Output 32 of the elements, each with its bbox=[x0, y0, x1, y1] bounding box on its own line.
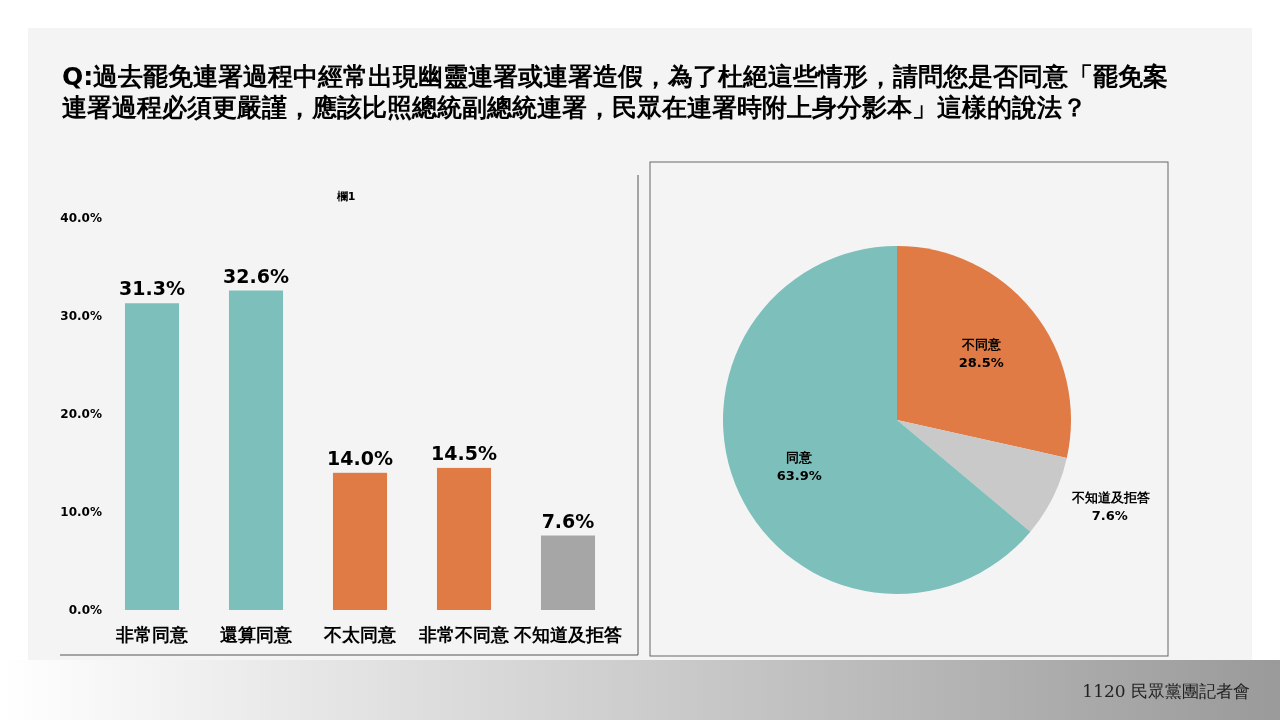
y-tick-label: 30.0% bbox=[60, 309, 102, 323]
data-label: 7.6% bbox=[541, 509, 595, 532]
text: 1120 民眾黨團記者會 bbox=[1082, 680, 1250, 703]
data-label: 7.6% bbox=[1091, 508, 1128, 524]
chart-title: Q:過去罷免連署過程中經常出現幽靈連署或連署造假，為了杜絕這些情形，請問您是否同意「罷免案連署過程必須更嚴謹，應該比照總統副總統連署，民眾在連署時附上身分影本」這樣的說法？ bbox=[62, 62, 1170, 123]
x-tick-label: 不知道及拒答 bbox=[513, 624, 622, 645]
y-tick-label: 40.0% bbox=[60, 211, 102, 225]
data-label: 14.0% bbox=[327, 446, 393, 469]
y-tick-label: 10.0% bbox=[60, 505, 102, 519]
slice-label: 同意 bbox=[786, 449, 814, 465]
x-tick-label: 非常不同意 bbox=[418, 624, 510, 645]
y-tick-label: 20.0% bbox=[60, 407, 102, 421]
data-label: 32.6% bbox=[223, 264, 289, 287]
bar bbox=[124, 303, 180, 610]
data-label: 63.9% bbox=[776, 467, 822, 483]
bar bbox=[332, 472, 388, 610]
y-tick-label: 0.0% bbox=[68, 603, 102, 617]
pie-slice bbox=[897, 246, 1071, 458]
chart-subtitle: 欄1 bbox=[335, 190, 356, 203]
data-label: 28.5% bbox=[958, 354, 1004, 370]
data-label: 14.5% bbox=[431, 441, 497, 464]
pie-slice bbox=[723, 246, 1031, 594]
data-label: 31.3% bbox=[119, 277, 185, 300]
x-tick-label: 還算同意 bbox=[220, 624, 293, 645]
bar bbox=[228, 290, 284, 610]
bar bbox=[436, 467, 492, 610]
x-tick-label: 非常同意 bbox=[115, 624, 189, 645]
slice-label: 不知道及拒答 bbox=[1070, 490, 1150, 506]
x-tick-label: 不太同意 bbox=[323, 624, 397, 645]
bar bbox=[540, 535, 596, 610]
slice-label: 不同意 bbox=[960, 336, 1002, 352]
pie-slice bbox=[897, 420, 1067, 532]
